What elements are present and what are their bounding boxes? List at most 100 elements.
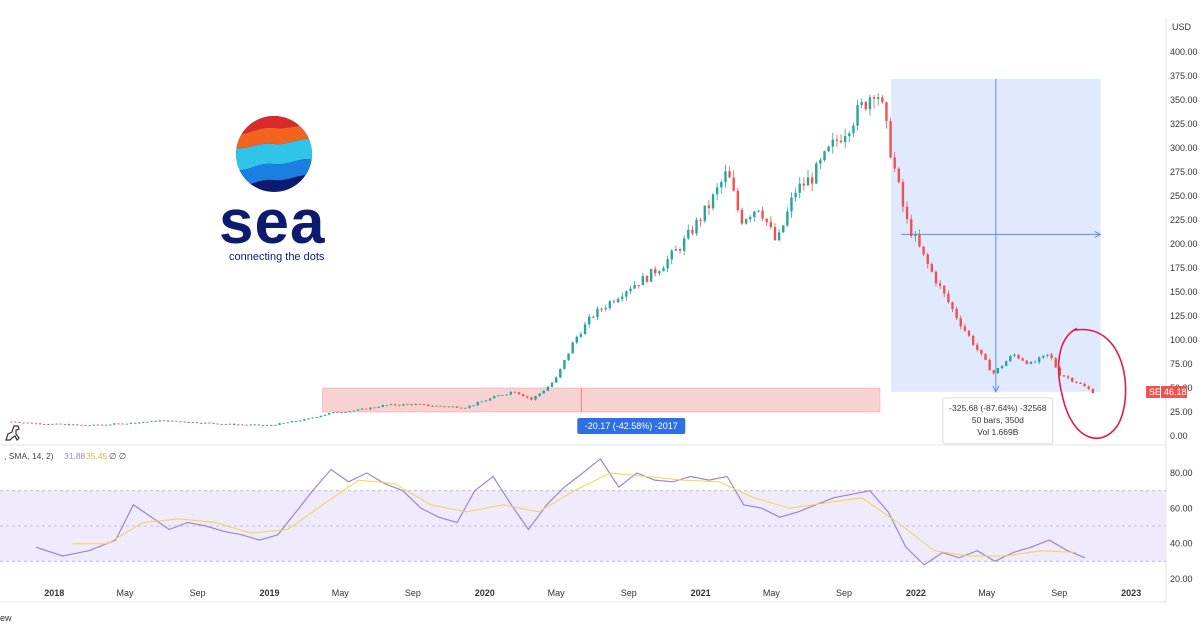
candle-body xyxy=(777,232,781,241)
candle-body xyxy=(166,420,170,422)
candle-body xyxy=(583,324,587,335)
candle-body xyxy=(290,421,294,423)
candle-body xyxy=(918,234,921,247)
candle-body xyxy=(637,284,640,286)
price-tick-label: 175.00 xyxy=(1170,263,1198,273)
candle-body xyxy=(1042,355,1045,358)
candle-body xyxy=(1025,360,1029,364)
candle-body xyxy=(703,205,706,221)
candle-body xyxy=(26,422,29,424)
candle-body xyxy=(728,171,731,178)
candle-body xyxy=(241,424,244,426)
candle-body xyxy=(377,406,380,408)
candle-body xyxy=(600,308,603,310)
rsi-line xyxy=(35,458,1086,566)
time-tick-label: Sep xyxy=(621,588,637,598)
candle-body xyxy=(604,307,607,310)
candle-body xyxy=(402,404,405,406)
time-tick-label: May xyxy=(763,588,781,598)
candle-body xyxy=(439,405,442,407)
time-tick-label: May xyxy=(548,588,566,598)
candle-body xyxy=(926,254,929,265)
candle-body xyxy=(592,316,595,318)
measure-arrow-right xyxy=(1094,230,1102,238)
range-label-text: -20.17 (-42.58%) -2017 xyxy=(585,421,678,431)
candle-body xyxy=(682,238,686,251)
candle-body xyxy=(51,423,54,425)
candle-body xyxy=(530,397,533,400)
candle-body xyxy=(216,423,219,425)
candle-body xyxy=(323,414,327,416)
candle-body xyxy=(319,415,323,418)
legend-trail: ∅ ∅ xyxy=(109,451,127,461)
candle-body xyxy=(963,326,967,331)
candle-body xyxy=(860,101,863,106)
measure-label-box xyxy=(942,397,1054,445)
candle-body xyxy=(542,390,545,394)
time-tick-label: 2019 xyxy=(260,588,280,598)
candle-body xyxy=(10,421,13,423)
candle-body xyxy=(224,424,228,425)
candle-body xyxy=(670,250,673,260)
candle-body xyxy=(517,392,521,395)
candle-body xyxy=(1062,375,1066,377)
candle-body xyxy=(352,410,356,412)
price-tick-label: 325.00 xyxy=(1170,119,1198,129)
time-tick-label: Sep xyxy=(405,588,421,598)
candle-body xyxy=(237,424,240,426)
candle-body xyxy=(587,316,591,325)
candle-body xyxy=(307,418,310,420)
candle-body xyxy=(538,393,541,397)
candle-body xyxy=(1046,354,1049,356)
candle-body xyxy=(212,422,215,424)
candle-body xyxy=(612,301,616,303)
candle-body xyxy=(959,318,962,327)
candle-body xyxy=(480,401,484,403)
candle-body xyxy=(76,424,79,426)
candle-body xyxy=(806,177,810,186)
candle-body xyxy=(1037,357,1041,362)
candle-body xyxy=(472,405,475,407)
candle-body xyxy=(699,219,702,221)
annotation-overlay: -20.17 (-42.58%) -2017 -325.68 (-87.64%) … xyxy=(577,327,1127,445)
candle-body xyxy=(645,276,649,282)
candle-body xyxy=(121,423,124,425)
dino-icon[interactable] xyxy=(5,425,20,442)
candle-series xyxy=(10,93,1095,427)
candle-body xyxy=(348,411,351,413)
candle-body xyxy=(18,422,21,424)
candle-body xyxy=(872,97,876,99)
candle-body xyxy=(43,424,46,425)
candle-body xyxy=(340,412,343,414)
candle-body xyxy=(154,420,157,422)
candle-body xyxy=(109,424,112,426)
last-price-symbol-box xyxy=(1146,386,1160,398)
candle-body xyxy=(930,264,934,272)
candle-body xyxy=(819,160,822,164)
candle-body xyxy=(117,423,120,425)
candle-body xyxy=(418,404,422,405)
candle-body xyxy=(1033,361,1037,363)
price-tick-label: 350.00 xyxy=(1170,95,1198,105)
candle-body xyxy=(406,404,409,405)
candle-body xyxy=(823,151,826,161)
last-price-symbol: SE xyxy=(1149,387,1161,397)
sea-logo: sea connecting the dots xyxy=(219,116,325,263)
logo-mask-top xyxy=(0,0,240,70)
candle-body xyxy=(992,370,995,374)
candle-body xyxy=(220,424,223,425)
candle-body xyxy=(100,424,104,426)
candle-body xyxy=(1013,354,1016,356)
candle-body xyxy=(794,192,797,198)
time-tick-label: 2021 xyxy=(691,588,711,598)
candle-body xyxy=(34,423,38,425)
candle-body xyxy=(856,105,859,126)
candle-body xyxy=(815,163,818,184)
candle-body xyxy=(261,425,265,427)
candle-body xyxy=(245,424,248,426)
candle-body xyxy=(455,406,459,408)
candle-body xyxy=(199,422,203,424)
candle-body xyxy=(80,424,83,426)
candle-body xyxy=(187,422,190,423)
last-price-tag: SE 46.18 xyxy=(1146,386,1187,398)
